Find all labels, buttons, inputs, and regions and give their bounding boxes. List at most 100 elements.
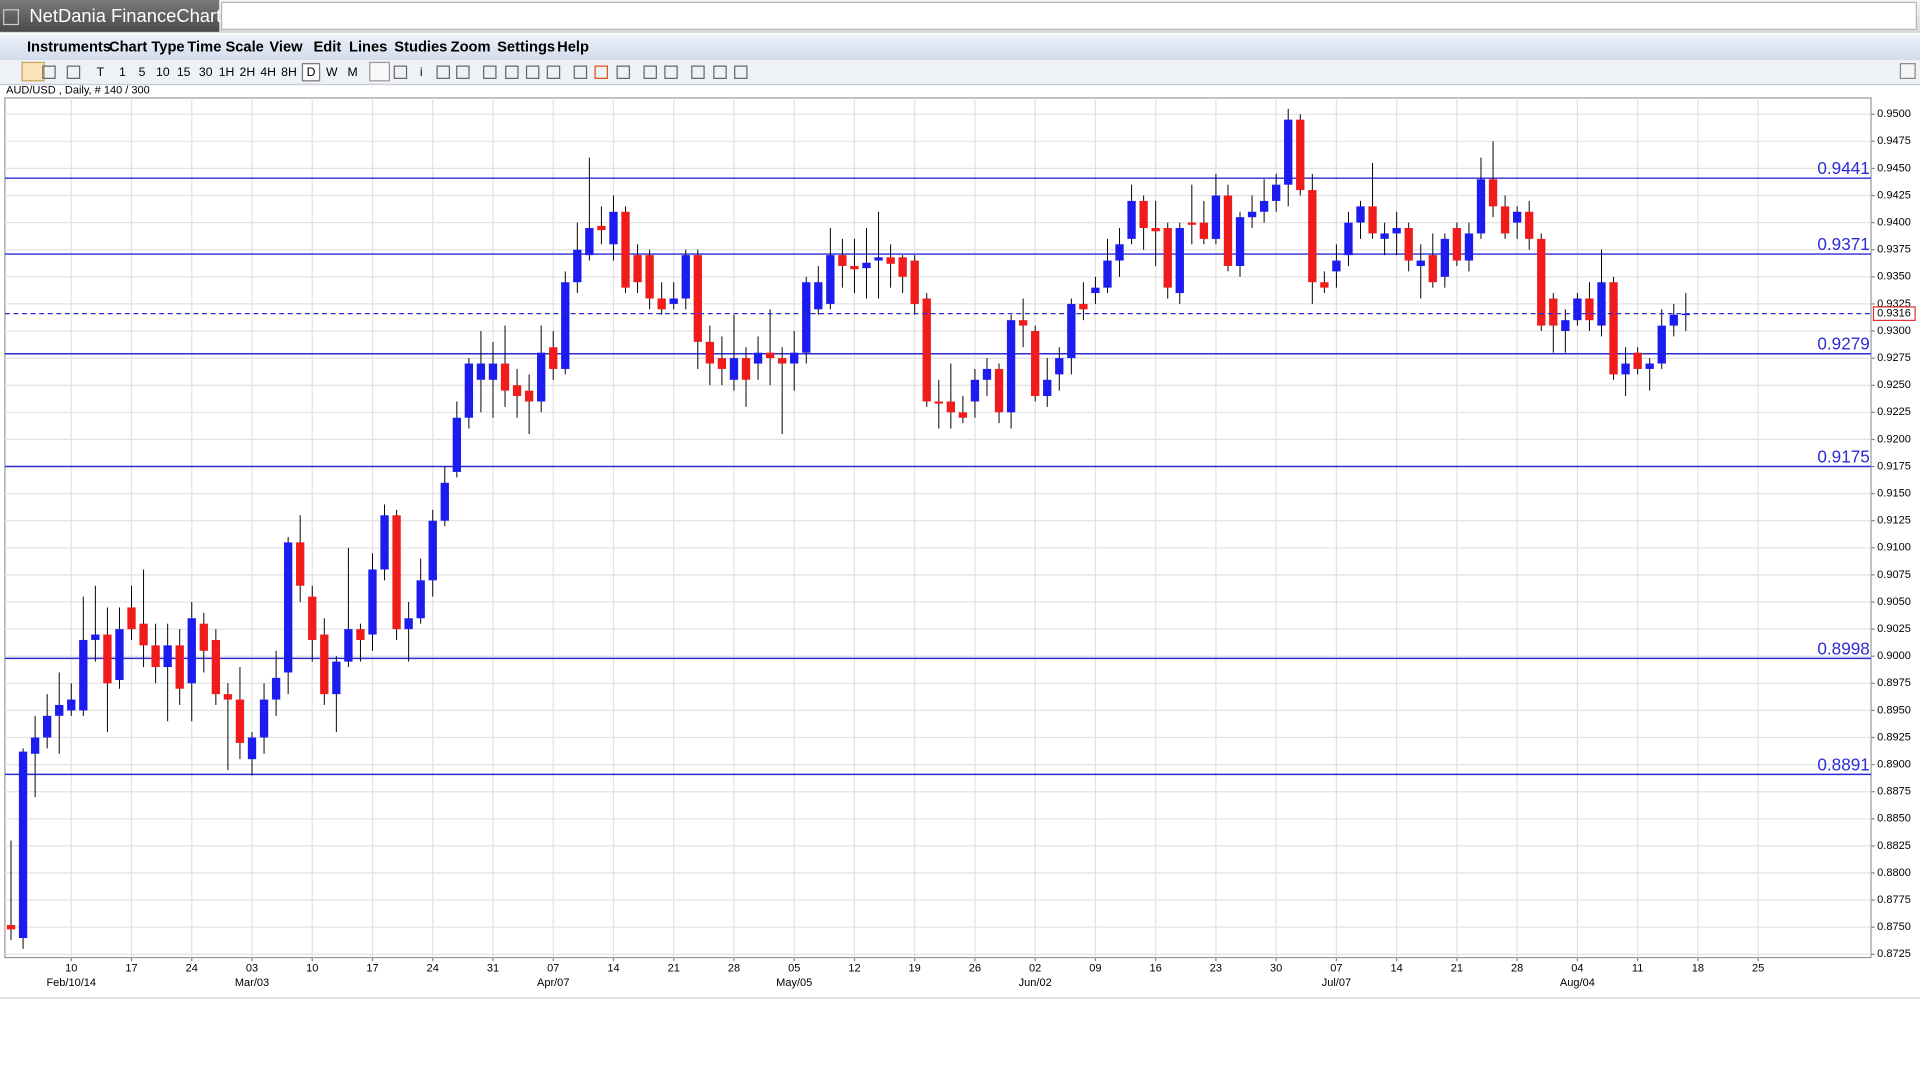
candle-body bbox=[488, 363, 498, 380]
y-tick-label: 0.9025 bbox=[1877, 623, 1911, 635]
toolbar-button-label[interactable]: 10 bbox=[156, 65, 170, 79]
toolbar-button-label[interactable]: 15 bbox=[177, 65, 191, 79]
toolbar-icon[interactable] bbox=[42, 65, 56, 79]
candle-body bbox=[1633, 352, 1642, 369]
candle-body bbox=[1609, 282, 1618, 375]
toolbar-icon[interactable] bbox=[734, 65, 748, 79]
candle-body bbox=[1284, 119, 1293, 185]
candle-body bbox=[440, 482, 449, 521]
menu-item[interactable]: Edit bbox=[313, 40, 341, 56]
toolbar-icon[interactable] bbox=[66, 65, 81, 79]
candle-body bbox=[1223, 195, 1233, 266]
candle-body bbox=[235, 699, 245, 743]
toolbar-icon[interactable] bbox=[713, 65, 727, 79]
candle-body bbox=[1500, 206, 1510, 234]
candle-body bbox=[561, 282, 570, 369]
candle-body bbox=[404, 618, 413, 630]
menu-item[interactable]: Studies bbox=[394, 40, 447, 56]
candle-body bbox=[1476, 179, 1486, 234]
candle-body bbox=[1308, 190, 1317, 283]
x-month-label: May/05 bbox=[776, 977, 812, 989]
candle-body bbox=[717, 358, 727, 369]
candle-body bbox=[1657, 325, 1666, 364]
toolbar-button[interactable] bbox=[21, 61, 45, 82]
y-tick-label: 0.9175 bbox=[1877, 460, 1911, 472]
toolbar-icon[interactable] bbox=[616, 65, 630, 79]
x-tick-label: 17 bbox=[125, 962, 137, 974]
toolbar-button-label[interactable]: T bbox=[97, 65, 105, 79]
candle-body bbox=[524, 390, 534, 402]
toolbar-icon[interactable] bbox=[456, 65, 470, 79]
x-tick-label: 25 bbox=[1752, 962, 1764, 974]
toolbar-button-label[interactable]: 30 bbox=[199, 65, 213, 79]
candle-body bbox=[922, 298, 931, 402]
candle-body bbox=[91, 634, 100, 640]
toolbar-icon[interactable] bbox=[505, 65, 519, 79]
toolbar-button-label[interactable]: W bbox=[326, 65, 338, 79]
toolbar-icon[interactable] bbox=[691, 65, 705, 79]
toolbar-button-label[interactable]: 1 bbox=[119, 65, 126, 79]
menu-item[interactable]: View bbox=[269, 40, 303, 56]
candle-body bbox=[934, 401, 943, 404]
candle-body bbox=[18, 751, 28, 939]
toolbar-icon[interactable] bbox=[393, 65, 408, 79]
toolbar-icon[interactable] bbox=[643, 65, 657, 79]
candle-body bbox=[452, 417, 461, 472]
toolbar-icon[interactable] bbox=[664, 65, 678, 79]
toolbar-button-label[interactable]: D bbox=[307, 65, 316, 79]
candle-body bbox=[693, 255, 702, 342]
toolbar-button-label[interactable]: M bbox=[348, 65, 358, 79]
x-month-label: Mar/03 bbox=[235, 977, 269, 989]
menu-item[interactable]: Lines bbox=[349, 40, 387, 56]
toolbar-icon[interactable] bbox=[525, 65, 540, 79]
candle-body bbox=[296, 542, 305, 586]
toolbar-button-label[interactable]: i bbox=[420, 65, 423, 79]
candle-body bbox=[368, 569, 377, 635]
candle-body bbox=[1561, 320, 1570, 332]
candle-body bbox=[1259, 200, 1269, 212]
candle-body bbox=[1235, 217, 1245, 266]
y-tick-label: 0.9350 bbox=[1877, 271, 1911, 283]
candle-body bbox=[1139, 200, 1148, 229]
candle-body bbox=[271, 677, 281, 700]
x-month-label: Jul/07 bbox=[1322, 977, 1351, 989]
toolbar-button-active[interactable] bbox=[301, 63, 321, 82]
y-tick-label: 0.9000 bbox=[1877, 650, 1911, 662]
candle-body bbox=[814, 282, 823, 310]
menu-item[interactable]: Zoom bbox=[451, 40, 491, 56]
toolbar-icon[interactable] bbox=[573, 65, 588, 79]
candle-body bbox=[874, 257, 883, 261]
window-title: NetDania FinanceChart bbox=[29, 5, 221, 26]
toolbar-button-label[interactable]: 5 bbox=[139, 65, 146, 79]
toolbar-icon[interactable] bbox=[594, 65, 608, 79]
toolbar-icon[interactable] bbox=[546, 65, 561, 79]
menu-item[interactable]: Chart Type bbox=[109, 40, 185, 56]
x-month-label: Feb/10/14 bbox=[46, 977, 96, 989]
toolbar-button-label[interactable]: 8H bbox=[281, 65, 297, 79]
chart: 0.8725 0.8750 0.8775 0.8800 0.8825 0.8850 0.88… bbox=[4, 97, 1916, 989]
toolbar-icon[interactable] bbox=[483, 65, 497, 79]
toolbar-button-label[interactable]: 4H bbox=[260, 65, 276, 79]
panel-button[interactable] bbox=[1899, 63, 1916, 79]
candle-body bbox=[633, 255, 642, 283]
candle-body bbox=[753, 352, 763, 364]
menu-item[interactable]: Help bbox=[557, 40, 589, 56]
menu-item[interactable]: Time Scale bbox=[187, 40, 263, 56]
x-tick-label: 09 bbox=[1089, 962, 1101, 974]
toolbar-icon[interactable] bbox=[436, 65, 450, 79]
toolbar-button-label[interactable]: 1H bbox=[219, 65, 235, 79]
menu-item[interactable]: Instruments bbox=[27, 40, 111, 56]
app-icon bbox=[3, 9, 19, 26]
toolbar-button[interactable] bbox=[369, 61, 391, 82]
candle-body bbox=[910, 260, 919, 304]
x-tick-label: 04 bbox=[1571, 962, 1583, 974]
menu-item[interactable]: Settings bbox=[497, 40, 555, 56]
candle-body bbox=[537, 352, 546, 402]
candle-body bbox=[958, 412, 968, 418]
candle-body bbox=[669, 298, 678, 304]
candle-body bbox=[826, 255, 835, 304]
candle-body bbox=[585, 228, 594, 256]
candle-body bbox=[187, 618, 196, 684]
toolbar-button-label[interactable]: 2H bbox=[240, 65, 256, 79]
